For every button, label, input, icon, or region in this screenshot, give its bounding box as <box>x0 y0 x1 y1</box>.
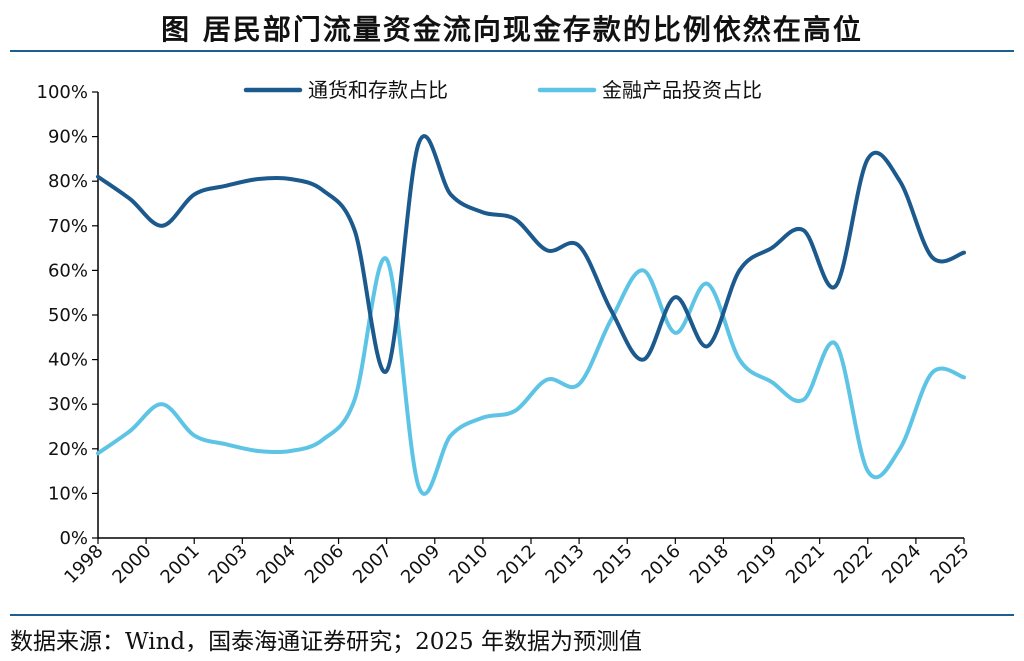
x-tick-label: 2024 <box>878 541 925 588</box>
x-tick-label: 2009 <box>397 541 444 588</box>
source-note: 数据来源：Wind，国泰海通证券研究；2025 年数据为预测值 <box>10 629 642 655</box>
y-axis-ticks: 0% 10% 20% 30% 40% 50% 60% 70% 80% 90% 100% <box>37 82 98 549</box>
legend-label: 金融产品投资占比 <box>602 78 762 102</box>
legend-label: 通货和存款占比 <box>308 78 448 102</box>
x-tick-label: 2006 <box>301 541 348 588</box>
x-tick-label: 2000 <box>108 541 155 588</box>
x-tick-label: 2021 <box>782 541 829 588</box>
y-tick-label: 60% <box>48 260 88 281</box>
y-tick-label: 10% <box>48 483 88 504</box>
x-tick-label: 2016 <box>638 541 685 588</box>
y-tick-label: 90% <box>48 127 88 148</box>
x-tick-label: 2003 <box>205 541 252 588</box>
y-tick-label: 70% <box>48 216 88 237</box>
x-tick-label: 2007 <box>349 541 396 588</box>
x-tick-label: 2018 <box>686 541 733 588</box>
x-tick-label: 2022 <box>830 541 877 588</box>
series-lines <box>96 134 966 496</box>
series-line <box>96 134 966 374</box>
y-tick-label: 100% <box>37 82 88 103</box>
x-axis-ticks: 1998 2000 2001 2003 2004 2006 2007 2009 2010 2012… <box>60 538 974 588</box>
legend: 通货和存款占比 金融产品投资占比 <box>243 78 762 102</box>
chart-axes <box>97 92 964 539</box>
x-tick-label: 2015 <box>590 541 637 588</box>
y-tick-label: 40% <box>48 350 88 371</box>
chart-title: 图 居民部门流量资金流向现金存款的比例依然在高位 <box>161 13 863 46</box>
title-rule <box>10 50 1014 52</box>
x-tick-label: 2001 <box>157 541 204 588</box>
y-tick-label: 30% <box>48 394 88 415</box>
y-tick-label: 20% <box>48 439 88 460</box>
y-tick-label: 50% <box>48 305 88 326</box>
x-tick-label: 2004 <box>253 541 300 588</box>
y-tick-label: 80% <box>48 171 88 192</box>
source-rule <box>10 614 1014 616</box>
series-line <box>96 256 966 496</box>
x-tick-label: 2010 <box>445 541 492 588</box>
y-tick-label: 0% <box>59 528 88 549</box>
x-tick-label: 2025 <box>926 541 973 588</box>
x-tick-label: 2019 <box>734 541 781 588</box>
x-tick-label: 2013 <box>541 541 588 588</box>
x-tick-label: 2012 <box>493 541 540 588</box>
